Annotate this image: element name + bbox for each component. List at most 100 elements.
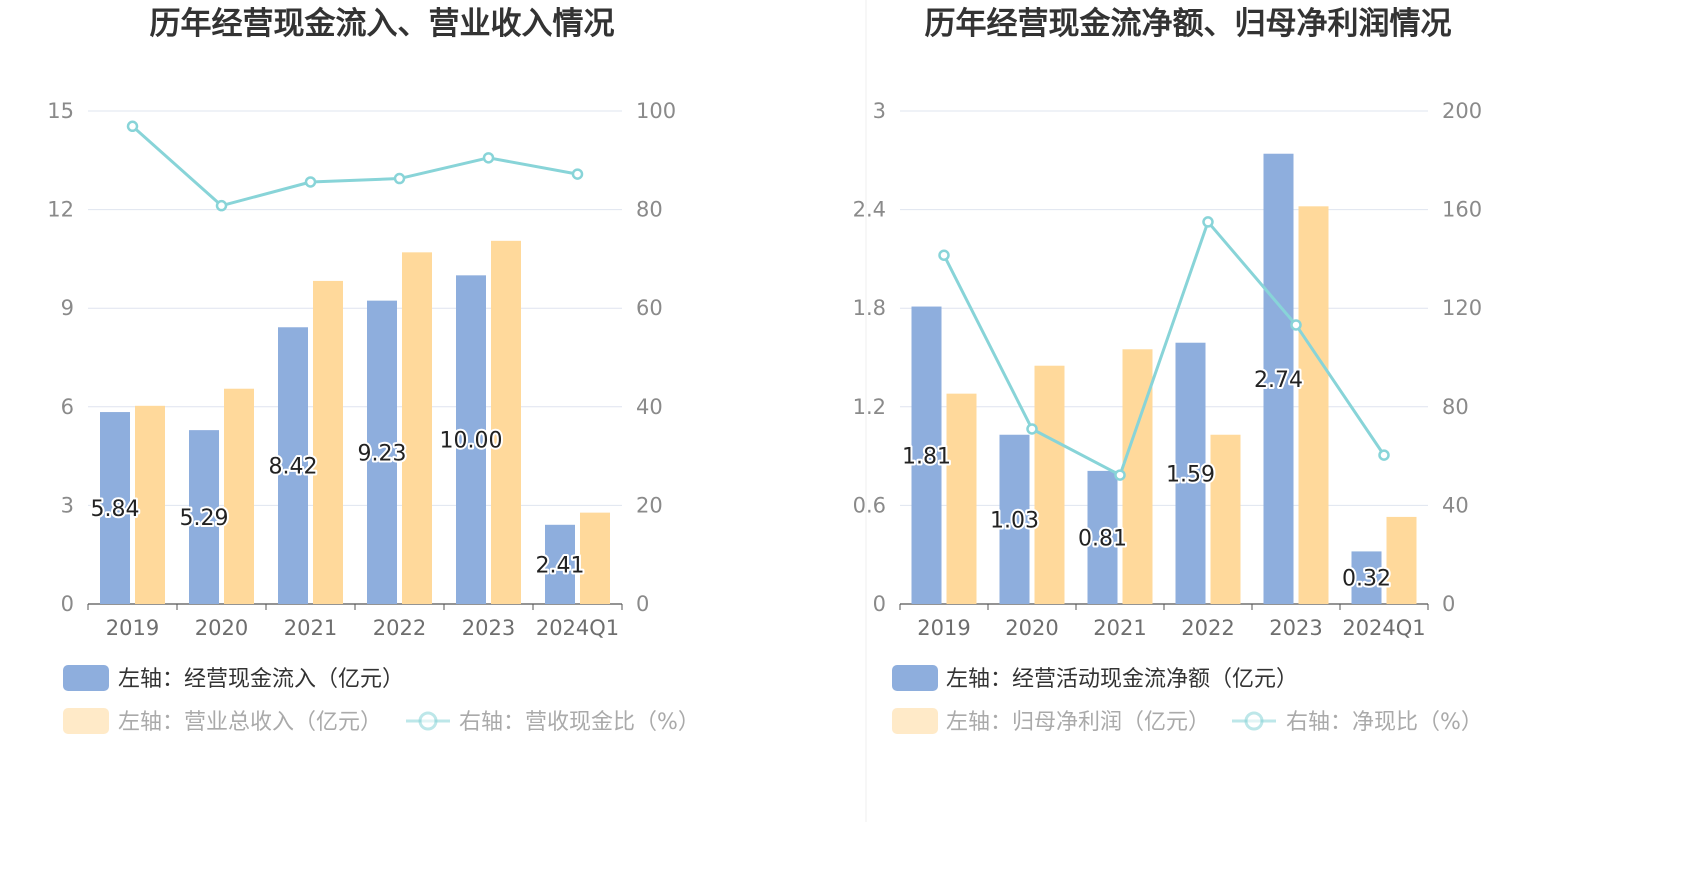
- left-axis-tick: 15: [47, 99, 74, 123]
- ratio-point: [393, 172, 406, 185]
- left-axis-tick: 0: [61, 592, 74, 616]
- bar-data-label: 1.59: [1166, 462, 1215, 487]
- bar-net-cashflow: [1175, 342, 1206, 604]
- left-axis-tick: 12: [47, 198, 74, 222]
- x-axis-label: 2024Q1: [1342, 616, 1425, 640]
- ratio-point: [215, 199, 228, 212]
- bar-net-profit: [1298, 206, 1329, 604]
- left-axis-tick: 2.4: [853, 198, 886, 222]
- right-axis-tick: 100: [636, 99, 676, 123]
- legend-swatch-bar: [892, 665, 938, 691]
- bar-revenue: [402, 252, 432, 604]
- ratio-point: [304, 176, 317, 188]
- x-axis-label: 2023: [1269, 616, 1322, 640]
- x-axis-label: 2020: [1005, 616, 1058, 640]
- x-axis-label: 2023: [462, 616, 515, 640]
- bar-revenue: [224, 388, 254, 604]
- bar-revenue: [580, 512, 610, 604]
- cashflow-revenue-chart: 历年经营现金流入、营业收入情况 0 3 6 9 12 15 0 20 40 60 80 100 2019 2…: [47, 6, 700, 735]
- ratio-point: [1290, 319, 1302, 331]
- left-axis-tick: 0.6: [853, 493, 886, 517]
- bar-net-profit: [1210, 434, 1241, 604]
- bar-revenue: [135, 405, 165, 604]
- chart-title: 历年经营现金流入、营业收入情况: [150, 6, 615, 42]
- bar-net-profit: [1386, 516, 1417, 604]
- right-axis-tick: 60: [636, 296, 663, 320]
- legend-label: 左轴：经营活动现金流净额（亿元）: [946, 667, 1298, 692]
- right-axis-tick: 80: [636, 198, 663, 222]
- x-axis-label: 2022: [373, 616, 426, 640]
- bar-cash-inflow: [545, 524, 575, 604]
- bar-data-label: 0.81: [1078, 526, 1127, 551]
- bar-net-cashflow: [911, 306, 942, 604]
- left-axis-tick: 0: [873, 592, 886, 616]
- legend-label: 右轴：营收现金比（%）: [459, 710, 700, 735]
- ratio-point: [1114, 469, 1126, 481]
- bar-data-label: 5.84: [91, 497, 140, 522]
- ratio-line: [942, 220, 1386, 477]
- bar-data-label: 1.81: [902, 444, 951, 469]
- bar-cash-inflow: [367, 300, 397, 604]
- x-axis-label: 2021: [284, 616, 337, 640]
- bar-data-label: 2.41: [536, 553, 585, 578]
- bar-net-profit: [1122, 349, 1153, 604]
- right-axis-tick: 20: [636, 493, 663, 517]
- netcash-netprofit-chart: 历年经营现金流净额、归母净利润情况 0 0.6 1.2 1.8 2.4 3 0 40 80 120 1…: [853, 6, 1483, 735]
- right-axis-tick: 120: [1442, 296, 1482, 320]
- bar-data-label: 5.29: [180, 506, 229, 531]
- x-axis-label: 2019: [106, 616, 159, 640]
- bar-net-profit: [946, 393, 977, 604]
- x-axis-label: 2020: [195, 616, 248, 640]
- bar-cash-inflow: [100, 412, 130, 604]
- bar-data-label: 2.74: [1254, 368, 1303, 393]
- bar-data-label: 0.32: [1342, 567, 1391, 592]
- ratio-line: [131, 125, 578, 208]
- bar-data-label: 9.23: [358, 441, 407, 466]
- right-axis-tick: 40: [1442, 493, 1469, 517]
- legend-swatch-marker: [418, 711, 438, 731]
- legend-label: 左轴：归母净利润（亿元）: [946, 710, 1210, 735]
- bar-net-cashflow: [1087, 470, 1118, 604]
- x-axis-label: 2021: [1093, 616, 1146, 640]
- right-axis-tick: 160: [1442, 198, 1482, 222]
- right-axis-tick: 200: [1442, 99, 1482, 123]
- bar-net-profit: [1034, 365, 1065, 604]
- legend-label: 右轴：净现比（%）: [1286, 710, 1483, 735]
- bar-net-cashflow: [999, 434, 1030, 604]
- legend-swatch-bar: [63, 665, 109, 691]
- x-axis-label: 2022: [1181, 616, 1234, 640]
- right-axis-tick: 80: [1442, 395, 1469, 419]
- ratio-point: [1026, 423, 1038, 435]
- ratio-point: [482, 152, 495, 164]
- left-axis-tick: 1.8: [853, 296, 886, 320]
- legend-swatch-bar: [63, 708, 109, 734]
- left-axis-tick: 3: [61, 493, 74, 517]
- bar-cash-inflow: [278, 327, 308, 604]
- bar-revenue: [491, 240, 521, 604]
- chart-title: 历年经营现金流净额、归母净利润情况: [925, 6, 1452, 42]
- x-axis-label: 2019: [917, 616, 970, 640]
- x-axis-label: 2024Q1: [536, 616, 619, 640]
- left-axis-tick: 6: [61, 395, 74, 419]
- ratio-point: [938, 249, 950, 261]
- bar-net-cashflow: [1263, 153, 1294, 604]
- ratio-point: [571, 168, 584, 180]
- legend-swatch-bar: [892, 708, 938, 734]
- legend-label: 左轴：营业总收入（亿元）: [118, 710, 382, 735]
- ratio-point: [126, 120, 139, 133]
- left-axis-tick: 9: [61, 296, 74, 320]
- bar-data-label: 1.03: [990, 508, 1039, 533]
- ratio-point: [1202, 216, 1214, 228]
- bar-data-label: 10.00: [440, 429, 503, 454]
- legend-label: 左轴：经营现金流入（亿元）: [118, 667, 404, 692]
- bar-net-cashflow: [1351, 551, 1382, 604]
- bar-revenue: [313, 280, 343, 604]
- right-axis-tick: 0: [636, 592, 649, 616]
- right-axis-tick: 0: [1442, 592, 1455, 616]
- bar-cash-inflow: [456, 275, 486, 604]
- legend-swatch-marker: [1244, 711, 1264, 731]
- right-axis-tick: 40: [636, 395, 663, 419]
- ratio-point: [1378, 449, 1390, 461]
- left-axis-tick: 1.2: [853, 395, 886, 419]
